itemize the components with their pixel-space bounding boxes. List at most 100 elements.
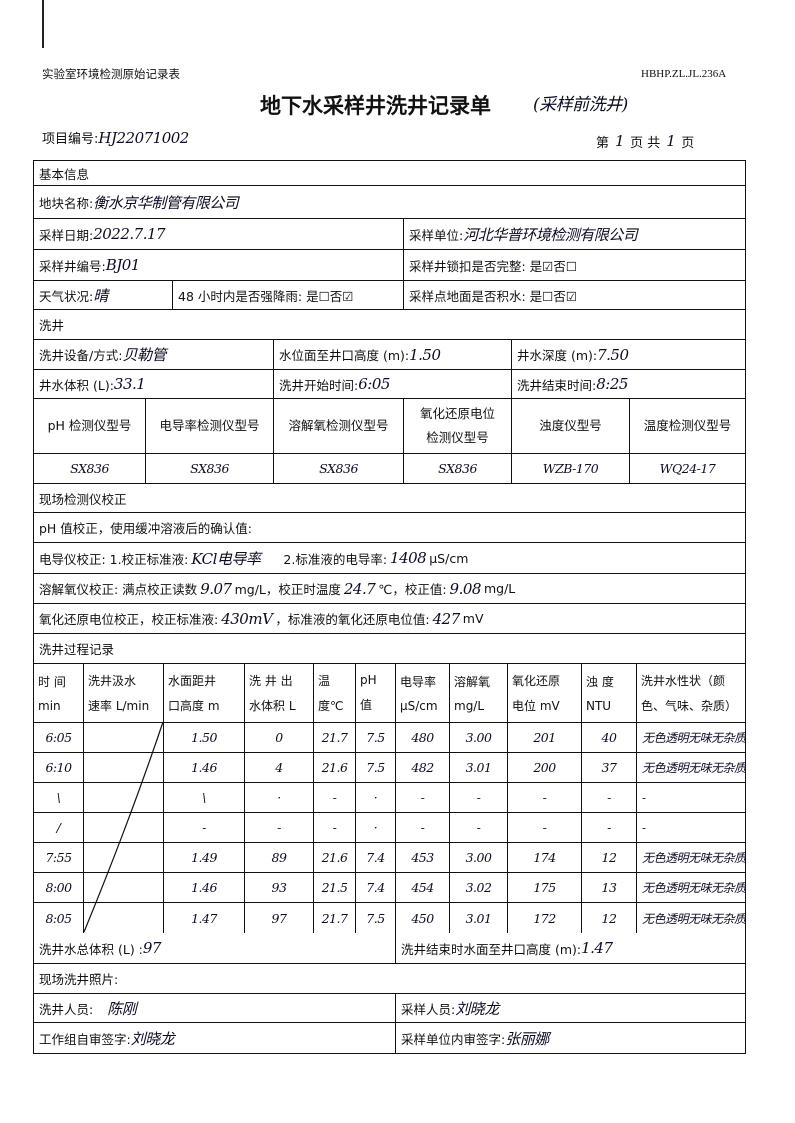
unit-value: 河北华普环境检测有限公司 <box>463 225 638 244</box>
page-title: 地下水采样井洗井记录单 <box>260 94 491 118</box>
instrument-model: SX836 <box>34 454 146 483</box>
date-value: 2022.7.17 <box>93 225 166 243</box>
table-cell: 无色透明无味无杂质 <box>642 911 745 926</box>
depth-field: 井水深度 (m): 7.50 <box>512 340 745 369</box>
title-note: (采样前洗井) <box>533 95 628 115</box>
table-cell: 3.01 <box>450 753 508 782</box>
column-header: 洗井水性状（颜 色、气味、杂质） <box>637 664 745 722</box>
table-cell: 无色透明无味无杂质 <box>642 761 745 775</box>
table-cell: 40 <box>582 723 637 752</box>
end-value: 8:25 <box>596 375 628 393</box>
table-cell: 21.6 <box>314 843 356 872</box>
column-header-line: 口高度 m <box>168 699 220 713</box>
label: 氧化还原电位校正，校正标准液: <box>39 612 219 627</box>
table-cell: - <box>582 783 637 812</box>
label: 天气状况: <box>39 288 94 304</box>
label: 水位面至井口高度 (m): <box>279 348 410 363</box>
record-table: 基本信息 地块名称: 衡水京华制管有限公司 采样日期: 2022.7.17 采样单位… <box>33 160 746 1054</box>
column-header-line: 色、气味、杂质） <box>641 699 738 713</box>
table-cell: - <box>314 783 356 812</box>
orp-standard: 430mV <box>221 609 273 628</box>
table-cell: 0 <box>245 723 314 752</box>
level-field: 水位面至井口高度 (m): 1.50 <box>274 340 512 369</box>
do-reading: 9.07 <box>200 579 232 598</box>
page-label: 页 共 <box>630 136 661 151</box>
equip-value: 贝勒管 <box>122 346 166 364</box>
table-cell: - <box>508 783 582 812</box>
sampler-signature: 刘晓龙 <box>455 999 499 1018</box>
table-cell: · <box>245 783 314 812</box>
table-cell: 3.01 <box>450 903 508 933</box>
label: 洗井结束时水面至井口高度 (m): <box>401 941 582 957</box>
table-cell <box>84 903 164 933</box>
level-value: 1.50 <box>409 345 441 364</box>
table-cell: 3.00 <box>450 723 508 752</box>
unit-review-signature: 张丽娜 <box>505 1029 549 1048</box>
table-cell: 无色透明无味无杂质 <box>642 881 745 895</box>
unit: mV <box>462 611 484 626</box>
depth-value: 7.50 <box>597 345 629 364</box>
column-header: 水面距井口高度 m <box>164 664 245 722</box>
table-cell: 454 <box>396 873 450 902</box>
column-header: pH 值 <box>356 664 396 722</box>
label: ，标准液的氧化还原电位值: <box>275 612 430 627</box>
table-cell: - <box>164 813 245 842</box>
label: 采样单位内审签字: <box>401 1031 506 1047</box>
instrument-header: pH 检测仪型号 <box>34 399 146 453</box>
weather-field: 天气状况: 晴 <box>34 281 173 309</box>
page-total: 1 <box>666 132 676 150</box>
table-row: \ \ · - · - - - - - <box>34 783 745 813</box>
instrument-header: 电导率检测仪型号 <box>146 399 274 453</box>
table-cell: 175 <box>508 873 582 902</box>
column-header-line: 电位 mV <box>512 699 560 713</box>
table-cell: - <box>642 820 646 835</box>
section-title: 现场检测仪校正 <box>39 491 127 507</box>
table-row: 6:05 1.50 0 21.7 7.5 480 3.00 201 40 无色透明无味无杂质 <box>34 723 745 753</box>
table-cell: 7:55 <box>34 843 84 872</box>
table-cell: 93 <box>245 873 314 902</box>
column-header-line: 速率 L/min <box>88 699 150 713</box>
table-cell: - <box>396 813 450 842</box>
self-review-field: 工作组自审签字: 刘晓龙 <box>34 1023 396 1053</box>
rain-check: 48 小时内是否强降雨: 是☐否☑ <box>173 281 404 309</box>
instrument-model: SX836 <box>274 454 404 483</box>
form-series: 实验室环境检测原始记录表 <box>42 67 180 81</box>
table-cell: 37 <box>582 753 637 782</box>
table-cell: 12 <box>582 843 637 872</box>
lock-check: 采样井锁扣是否完整: 是☑否☐ <box>409 258 578 274</box>
column-header-line: 洗井水性状（颜 <box>641 674 726 688</box>
label: 采样单位: <box>409 227 464 243</box>
column-header-line: 度℃ <box>318 699 344 713</box>
column-header-line: 洗井汲水 <box>88 674 137 688</box>
washer-field: 洗井人员: 陈刚 <box>34 994 396 1022</box>
table-cell: 8:05 <box>34 903 84 933</box>
column-header-line: 水面距井 <box>168 674 217 688</box>
table-cell <box>84 843 164 872</box>
table-cell <box>84 873 164 902</box>
instrument-header: 温度检测仪型号 <box>643 418 732 433</box>
table-cell: 1.46 <box>164 873 245 902</box>
table-cell: - <box>450 783 508 812</box>
table-cell: · <box>356 813 396 842</box>
column-header: 时 间 min <box>34 664 84 722</box>
table-cell: \ <box>164 783 245 812</box>
column-header-line: 洗 井 出 <box>249 674 293 688</box>
column-header-line: μS/cm <box>400 699 438 714</box>
label: 溶解氧仪校正: 满点校正读数 <box>39 582 198 597</box>
ph-calibration: pH 值校正，使用缓冲溶液后的确认值: <box>39 521 253 536</box>
weather-value: 晴 <box>93 286 108 305</box>
page-label: 页 <box>681 136 695 151</box>
table-cell: 6:05 <box>34 723 84 752</box>
well-field: 采样井编号: BJ01 <box>34 250 404 280</box>
instrument-model: WZB-170 <box>512 454 630 483</box>
section-title: 基本信息 <box>39 166 90 182</box>
column-header-line: min <box>38 699 61 714</box>
end-field: 洗井结束时间: 8:25 <box>512 370 745 398</box>
label: 洗井结束时间: <box>517 377 597 393</box>
table-cell: 3.00 <box>450 843 508 872</box>
start-field: 洗井开始时间: 6:05 <box>274 370 512 398</box>
table-cell: · <box>356 783 396 812</box>
table-cell: 1.50 <box>164 723 245 752</box>
label: 井水深度 (m): <box>517 348 598 363</box>
table-cell: 200 <box>508 753 582 782</box>
